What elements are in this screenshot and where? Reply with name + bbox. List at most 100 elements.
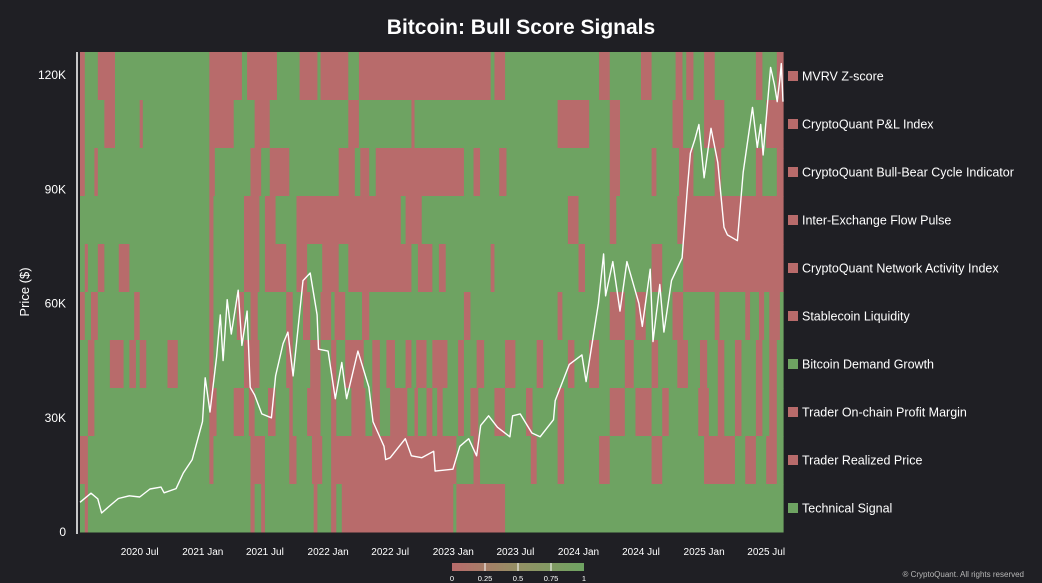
heatmap-cell [123,340,130,389]
heatmap-cell [84,292,92,341]
heatmap-cell [292,340,311,389]
heatmap-cell [776,340,784,389]
heatmap-cell [254,100,271,149]
heatmap-cell [317,484,332,533]
heatmap-cell [447,340,459,389]
legend-swatch [788,119,798,129]
heatmap-cell [458,388,465,437]
heatmap-cell [336,388,352,437]
legend-swatch [788,359,798,369]
heatmap-cell [683,100,705,149]
heatmap-cell [704,436,736,485]
heatmap-cell [463,292,472,341]
heatmap-cell [411,244,419,293]
heatmap-cell [146,340,169,389]
heatmap-cell [322,244,340,293]
heatmap-cell [762,388,770,437]
heatmap-cell [769,340,778,389]
heatmap-cell [585,244,653,293]
heatmap-cell [129,244,210,293]
y-tick-label: 90K [45,182,66,196]
heatmap-cell [432,388,438,437]
heatmap-cell [317,52,322,101]
heatmap-cell [432,244,440,293]
heatmap-cell [97,292,135,341]
heatmap-cell [320,52,349,101]
legend-swatch [788,215,798,225]
heatmap-cell [564,388,611,437]
heatmap-cell [762,340,770,389]
heatmap-cell [209,148,216,197]
colorbar-tick-label: 1 [582,574,586,583]
heatmap-cell [320,388,332,437]
heatmap-cell [417,244,433,293]
heatmap-cell [442,388,459,437]
heatmap-cell [331,484,337,533]
heatmap-cell [505,52,600,101]
heatmap-cell [80,484,86,533]
price-line-layer [79,62,784,514]
legend-label: CryptoQuant P&L Index [802,118,934,132]
heatmap-cell [599,52,611,101]
legend-swatch [788,407,798,417]
heatmap-cell [94,148,99,197]
heatmap-cell [445,244,492,293]
heatmap-cell [480,436,532,485]
heatmap-cell [259,244,266,293]
heatmap-cell [104,244,120,293]
heatmap-cell [609,196,617,245]
legend-label: CryptoQuant Network Activity Index [802,262,999,276]
heatmap-cell [734,436,746,485]
heatmap-cell [776,436,784,485]
heatmap-cell [505,388,527,437]
heatmap-cell [296,436,313,485]
heatmap-cell [437,388,444,437]
y-tick-label: 60K [45,297,66,311]
heatmap-cell [80,388,89,437]
heatmap-cell [421,196,569,245]
heatmap-cell [633,340,653,389]
heatmap-cell [675,52,684,101]
heatmap-cell [426,340,433,389]
heatmap-cell [264,436,290,485]
heatmap-cell [80,52,86,101]
heatmap-cell [411,340,417,389]
heatmap-cell [651,388,663,437]
heatmap-cell [635,388,653,437]
legend-label: CryptoQuant Bull-Bear Cycle Indicator [802,166,1014,180]
heatmap-cell [704,52,716,101]
heatmap-cell [769,292,781,341]
y-tick-label: 30K [45,411,66,425]
heatmap-cell [236,292,245,341]
heatmap-cell [562,292,611,341]
heatmap-cell [476,340,485,389]
heatmap-cell [80,436,89,485]
heatmap-cell [405,340,413,389]
heatmap-cell [755,52,764,101]
legend-swatch [788,503,798,513]
heatmap-cell [214,148,252,197]
heatmap-cell [416,340,428,389]
heatmap-cell [755,388,764,437]
heatmap-cell [724,340,736,389]
heatmap-cell [599,340,626,389]
heatmap-cell [80,340,89,389]
heatmap-cell [414,388,419,437]
colorbar-tick-label: 0 [450,574,454,583]
heatmap-cell [80,148,86,197]
legend: MVRV Z-score CryptoQuant P&L Index CryptoQ… [788,70,1014,516]
heatmap-cell [289,148,340,197]
legend-swatch [788,455,798,465]
heatmap-cell [458,340,465,389]
heatmap-cell [334,292,346,341]
heatmap-cell [320,292,332,341]
heatmap-cell [341,484,454,533]
colorbar: 0 0.25 0.5 0.75 1 [450,563,586,583]
heatmap-cell [84,484,89,533]
heatmap-cell [609,100,621,149]
heatmap-cell [484,340,506,389]
heatmap-cell [616,196,678,245]
heatmap-cell [134,292,141,341]
y-tick-labels: 0 30K 60K 90K 120K [38,68,66,539]
